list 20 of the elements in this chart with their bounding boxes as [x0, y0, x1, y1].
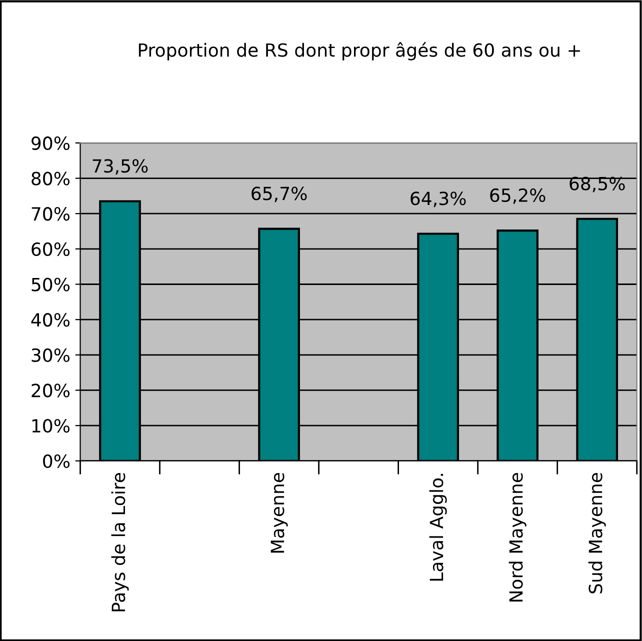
y-tick-label: 20% — [32, 384, 70, 398]
y-tick-label: 30% — [32, 348, 70, 362]
data-label: 65,7% — [252, 186, 307, 202]
x-tick-label: Pays de la Loire — [111, 472, 129, 612]
data-label: 65,2% — [490, 188, 546, 204]
x-tick-label: Laval Agglo. — [429, 474, 447, 581]
x-tick-label: Mayenne — [270, 472, 288, 553]
y-tick-label: 40% — [31, 313, 70, 327]
x-tick-label: Nord Mayenne — [508, 472, 526, 602]
y-tick-label: 70% — [32, 207, 70, 221]
data-label: 73,5% — [92, 159, 148, 175]
y-tick-label: 60% — [32, 242, 70, 256]
y-tick-label: 90% — [32, 136, 70, 150]
y-tick-label: 80% — [32, 172, 70, 186]
y-tick-label: 0% — [43, 454, 70, 468]
y-tick-label: 50% — [32, 278, 70, 292]
x-tick-label: Sud Mayenne — [588, 472, 606, 594]
chart-title: Proportion de RS dont propr âgés de 60 ans ou + — [138, 42, 580, 60]
data-label: 64,3% — [410, 192, 466, 208]
y-tick-label: 10% — [32, 419, 70, 433]
